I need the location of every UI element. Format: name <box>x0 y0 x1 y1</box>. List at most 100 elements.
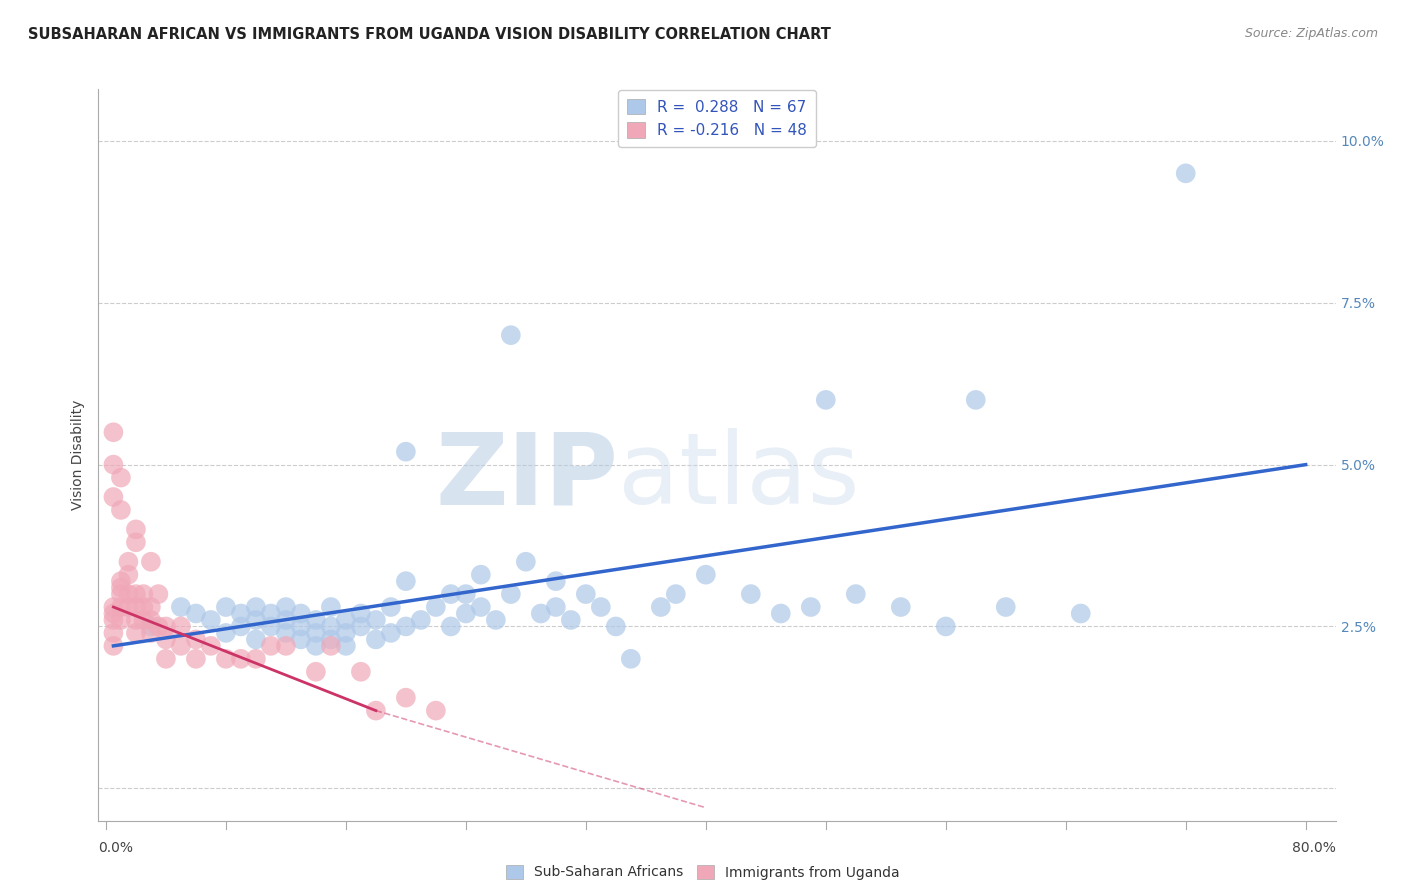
Point <box>170 619 193 633</box>
Point <box>155 619 177 633</box>
Point <box>125 522 148 536</box>
Point <box>125 626 148 640</box>
Point <box>184 632 207 647</box>
Point <box>695 567 717 582</box>
Point <box>184 607 207 621</box>
Point <box>395 690 418 705</box>
Point <box>350 665 373 679</box>
Point <box>515 555 537 569</box>
Point <box>117 587 139 601</box>
Text: atlas: atlas <box>619 428 859 525</box>
Point <box>319 632 342 647</box>
Point <box>260 639 283 653</box>
Legend: Sub-Saharan Africans, Immigrants from Uganda: Sub-Saharan Africans, Immigrants from Ug… <box>501 859 905 885</box>
Point <box>132 587 155 601</box>
Point <box>589 600 612 615</box>
Point <box>305 665 328 679</box>
Point <box>260 607 283 621</box>
Point <box>605 619 627 633</box>
Point <box>319 600 342 615</box>
Point <box>110 503 132 517</box>
Point <box>305 613 328 627</box>
Point <box>440 619 463 633</box>
Point <box>1174 166 1197 180</box>
Point <box>544 600 567 615</box>
Point <box>364 613 387 627</box>
Point <box>110 581 132 595</box>
Point <box>575 587 598 601</box>
Point <box>454 607 477 621</box>
Point <box>769 607 792 621</box>
Point <box>470 567 492 582</box>
Point <box>425 600 447 615</box>
Point <box>103 600 125 615</box>
Point <box>440 587 463 601</box>
Point <box>350 619 373 633</box>
Point <box>335 626 357 640</box>
Point <box>364 632 387 647</box>
Point <box>200 613 222 627</box>
Point <box>935 619 957 633</box>
Point <box>117 567 139 582</box>
Point <box>335 639 357 653</box>
Point <box>380 626 402 640</box>
Point <box>110 587 132 601</box>
Point <box>132 613 155 627</box>
Point <box>845 587 868 601</box>
Point <box>229 619 252 633</box>
Point <box>125 613 148 627</box>
Point <box>215 626 238 640</box>
Y-axis label: Vision Disability: Vision Disability <box>72 400 86 510</box>
Point <box>290 607 312 621</box>
Point <box>274 626 297 640</box>
Point <box>245 600 267 615</box>
Point <box>110 470 132 484</box>
Point <box>740 587 762 601</box>
Point <box>890 600 912 615</box>
Point <box>290 632 312 647</box>
Point <box>364 704 387 718</box>
Point <box>290 619 312 633</box>
Point <box>499 328 522 343</box>
Point <box>103 639 125 653</box>
Point <box>103 607 125 621</box>
Point <box>665 587 688 601</box>
Point <box>380 600 402 615</box>
Point <box>499 587 522 601</box>
Point <box>184 652 207 666</box>
Point <box>319 619 342 633</box>
Point <box>139 555 162 569</box>
Point <box>110 600 132 615</box>
Point <box>395 619 418 633</box>
Point <box>274 600 297 615</box>
Point <box>800 600 823 615</box>
Point <box>395 444 418 458</box>
Point <box>335 613 357 627</box>
Point <box>103 490 125 504</box>
Point <box>1070 607 1092 621</box>
Point <box>117 555 139 569</box>
Point <box>530 607 553 621</box>
Point <box>245 632 267 647</box>
Text: 80.0%: 80.0% <box>1292 841 1336 855</box>
Point <box>305 626 328 640</box>
Point <box>319 639 342 653</box>
Point <box>103 613 125 627</box>
Point <box>260 619 283 633</box>
Point <box>560 613 582 627</box>
Text: ZIP: ZIP <box>436 428 619 525</box>
Point <box>965 392 987 407</box>
Point <box>139 619 162 633</box>
Point <box>994 600 1017 615</box>
Point <box>650 600 672 615</box>
Point <box>274 613 297 627</box>
Point <box>155 652 177 666</box>
Point <box>132 600 155 615</box>
Text: 0.0%: 0.0% <box>98 841 134 855</box>
Point <box>155 632 177 647</box>
Point <box>620 652 643 666</box>
Point <box>110 574 132 589</box>
Point <box>470 600 492 615</box>
Point <box>454 587 477 601</box>
Point <box>409 613 432 627</box>
